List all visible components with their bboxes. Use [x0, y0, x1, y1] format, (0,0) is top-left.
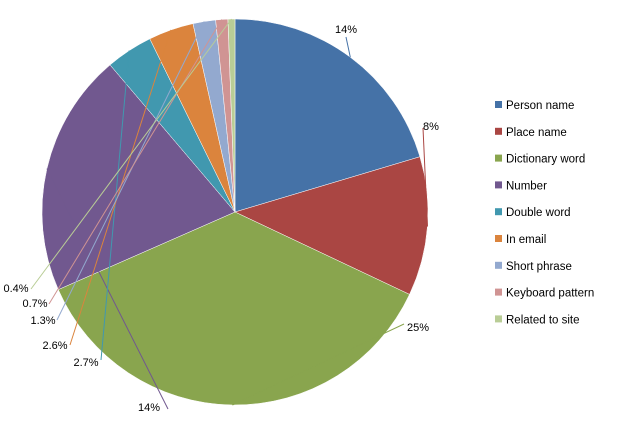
leader-line — [30, 18, 232, 290]
leader-line — [232, 323, 405, 406]
legend-label: Short phrase — [506, 261, 572, 273]
pie-slice-dictionary-word — [57, 211, 410, 406]
legend-label: Place name — [506, 127, 567, 139]
data-label: 2.7% — [73, 357, 98, 369]
legend: Person name Place name Dictionary word Numb… — [495, 100, 594, 326]
legend-swatch — [495, 127, 502, 135]
data-label: 2.6% — [42, 340, 67, 352]
legend-swatch — [495, 154, 502, 162]
pie-slices — [41, 18, 429, 406]
leader-lines — [30, 18, 428, 410]
legend-label: Keyboard pattern — [506, 288, 594, 300]
data-label: 1.3% — [30, 315, 55, 327]
data-label: 14% — [138, 402, 160, 414]
legend-label: Related to site — [506, 314, 580, 326]
legend-label: Double word — [506, 207, 571, 219]
leader-line — [56, 21, 205, 321]
data-label: 0.7% — [22, 298, 47, 310]
legend-swatch — [495, 181, 502, 189]
data-label: 8% — [423, 121, 439, 133]
legend-swatch — [495, 235, 502, 242]
data-labels: 14% 8% 25% 14% 2.7% 2.6% 1.3% 0.7% 0.4% — [3, 24, 439, 414]
pie-slice-place-name — [234, 156, 429, 295]
legend-swatch — [495, 101, 502, 108]
legend-label: Person name — [506, 100, 574, 112]
leader-line — [345, 36, 351, 58]
data-label: 0.4% — [3, 283, 28, 295]
legend-label: Number — [506, 180, 547, 192]
legend-swatch — [495, 288, 502, 296]
legend-label: In email — [506, 234, 546, 246]
data-label: 14% — [335, 24, 357, 36]
legend-swatch — [495, 208, 502, 216]
data-label: 25% — [407, 322, 429, 334]
leader-line — [69, 29, 172, 346]
legend-swatch — [495, 261, 502, 269]
leader-line — [48, 19, 223, 305]
legend-label: Dictionary word — [506, 154, 585, 166]
legend-swatch — [495, 315, 502, 323]
pie-slice-person-name — [234, 18, 421, 213]
leader-line — [422, 127, 428, 227]
